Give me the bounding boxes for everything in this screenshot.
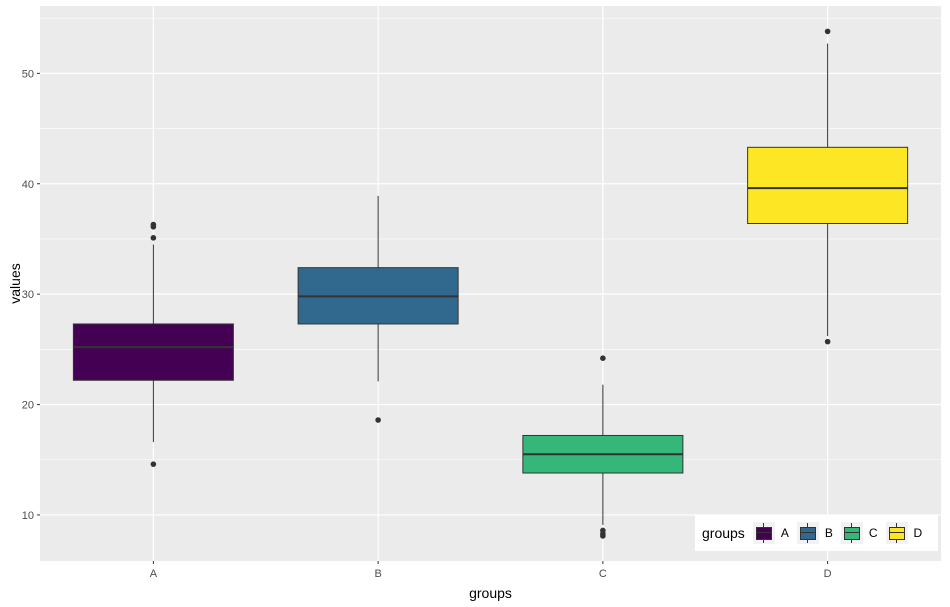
legend-key — [840, 522, 863, 544]
y-tick-label: 40 — [22, 179, 34, 191]
legend-label: C — [868, 526, 878, 540]
y-axis-title: values — [7, 263, 23, 303]
outlier-point — [150, 461, 157, 467]
outlier-point — [824, 28, 831, 35]
y-tick-label: 50 — [22, 68, 34, 80]
outlier-point — [600, 355, 606, 361]
y-tick-label: 20 — [22, 400, 34, 412]
x-tick-label: B — [374, 568, 381, 580]
x-tick-label: C — [599, 568, 607, 580]
legend: groups A B C D — [695, 515, 938, 551]
legend-label: B — [824, 526, 833, 540]
y-tick-label: 30 — [22, 289, 34, 301]
legend-key — [752, 522, 775, 544]
x-tick-label: D — [824, 568, 832, 580]
outlier-point — [824, 338, 831, 345]
legend-label: D — [913, 526, 923, 540]
legend-label: A — [780, 526, 789, 540]
box-A — [72, 323, 234, 381]
legend-key — [796, 522, 819, 544]
x-tick-label: A — [150, 568, 158, 580]
legend-title: groups — [702, 525, 745, 541]
legend-key — [885, 522, 908, 544]
outlier-point — [150, 224, 157, 230]
outlier-point — [600, 533, 606, 539]
panel-background — [40, 6, 941, 561]
y-tick-label: 10 — [22, 510, 34, 522]
x-axis-title: groups — [469, 585, 512, 601]
outlier-point — [375, 417, 381, 423]
outlier-point — [150, 235, 157, 241]
box-D — [747, 146, 909, 224]
